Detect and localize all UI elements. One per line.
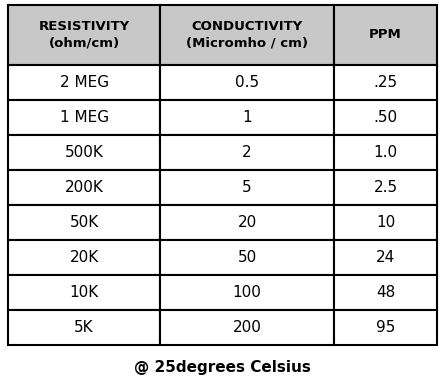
Text: 20K: 20K xyxy=(69,250,99,265)
Bar xyxy=(160,170,334,205)
Text: 2 MEG: 2 MEG xyxy=(60,75,109,89)
Bar xyxy=(8,135,160,170)
Text: 0.5: 0.5 xyxy=(235,75,259,89)
Bar xyxy=(334,275,437,310)
Bar xyxy=(8,310,160,345)
Text: PPM: PPM xyxy=(369,28,402,41)
Text: 10K: 10K xyxy=(69,285,99,300)
Bar xyxy=(160,65,334,99)
Text: 50: 50 xyxy=(238,250,257,265)
Bar xyxy=(334,170,437,205)
Bar xyxy=(334,5,437,65)
Bar xyxy=(8,5,160,65)
Bar xyxy=(8,240,160,275)
Bar xyxy=(334,65,437,99)
Bar xyxy=(8,99,160,135)
Text: @ 25degrees Celsius: @ 25degrees Celsius xyxy=(134,360,311,375)
Bar xyxy=(334,240,437,275)
Text: 2: 2 xyxy=(243,145,252,160)
Bar xyxy=(334,99,437,135)
Bar xyxy=(334,135,437,170)
Text: 50K: 50K xyxy=(69,215,99,230)
Text: 1.0: 1.0 xyxy=(373,145,397,160)
Bar xyxy=(160,135,334,170)
Bar xyxy=(8,65,160,99)
Bar xyxy=(160,310,334,345)
Text: 200K: 200K xyxy=(65,180,104,195)
Text: 95: 95 xyxy=(376,320,395,335)
Text: 1: 1 xyxy=(243,110,252,125)
Bar xyxy=(160,205,334,240)
Bar xyxy=(334,310,437,345)
Text: RESISTIVITY
(ohm/cm): RESISTIVITY (ohm/cm) xyxy=(39,21,130,49)
Text: .50: .50 xyxy=(373,110,397,125)
Text: 5: 5 xyxy=(243,180,252,195)
Text: CONDUCTIVITY
(Micromho / cm): CONDUCTIVITY (Micromho / cm) xyxy=(186,21,308,49)
Text: 24: 24 xyxy=(376,250,395,265)
Text: 500K: 500K xyxy=(65,145,104,160)
Text: 5K: 5K xyxy=(74,320,94,335)
Text: 2.5: 2.5 xyxy=(373,180,397,195)
Bar xyxy=(8,275,160,310)
Bar xyxy=(8,170,160,205)
Text: 200: 200 xyxy=(233,320,262,335)
Text: 1 MEG: 1 MEG xyxy=(60,110,109,125)
Text: 100: 100 xyxy=(233,285,262,300)
Bar xyxy=(160,275,334,310)
Bar xyxy=(160,240,334,275)
Text: 48: 48 xyxy=(376,285,395,300)
Bar xyxy=(160,99,334,135)
Bar xyxy=(8,205,160,240)
Bar xyxy=(160,5,334,65)
Text: .25: .25 xyxy=(373,75,397,89)
Text: 20: 20 xyxy=(238,215,257,230)
Bar xyxy=(334,205,437,240)
Text: 10: 10 xyxy=(376,215,395,230)
